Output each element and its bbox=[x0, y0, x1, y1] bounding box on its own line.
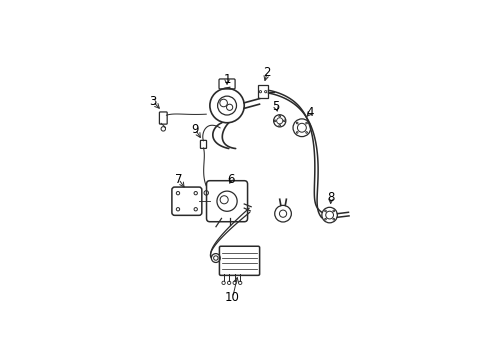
Text: 5: 5 bbox=[272, 100, 279, 113]
Text: 6: 6 bbox=[227, 172, 234, 185]
Text: 3: 3 bbox=[149, 95, 157, 108]
Text: 10: 10 bbox=[224, 291, 240, 304]
Bar bbox=[257, 85, 268, 98]
Text: 2: 2 bbox=[263, 66, 270, 79]
Text: 4: 4 bbox=[306, 106, 313, 119]
Text: 7: 7 bbox=[174, 172, 182, 185]
Text: 8: 8 bbox=[326, 190, 334, 203]
Text: 9: 9 bbox=[191, 123, 199, 136]
Text: 1: 1 bbox=[223, 73, 230, 86]
